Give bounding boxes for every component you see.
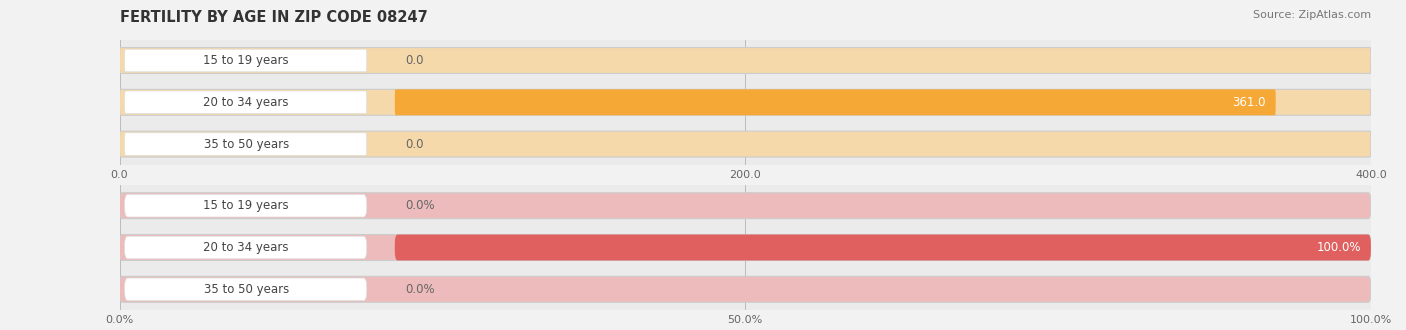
FancyBboxPatch shape (395, 235, 1371, 260)
FancyBboxPatch shape (125, 49, 367, 72)
Text: 35 to 50 years: 35 to 50 years (204, 283, 288, 296)
Text: 100.0%: 100.0% (1316, 241, 1361, 254)
FancyBboxPatch shape (120, 276, 1371, 302)
Text: 15 to 19 years: 15 to 19 years (204, 54, 290, 67)
Text: 35 to 50 years: 35 to 50 years (204, 138, 288, 150)
FancyBboxPatch shape (125, 133, 367, 155)
Text: Source: ZipAtlas.com: Source: ZipAtlas.com (1253, 10, 1371, 20)
Text: 20 to 34 years: 20 to 34 years (204, 96, 288, 109)
FancyBboxPatch shape (395, 89, 1275, 115)
FancyBboxPatch shape (120, 235, 1371, 260)
Text: 15 to 19 years: 15 to 19 years (204, 199, 290, 212)
FancyBboxPatch shape (120, 131, 1371, 157)
Text: 0.0: 0.0 (405, 138, 423, 150)
FancyBboxPatch shape (120, 193, 1371, 219)
FancyBboxPatch shape (125, 236, 367, 259)
FancyBboxPatch shape (120, 48, 1371, 74)
Text: 20 to 34 years: 20 to 34 years (204, 241, 288, 254)
Text: 0.0%: 0.0% (405, 199, 434, 212)
FancyBboxPatch shape (125, 91, 367, 114)
Text: 0.0: 0.0 (405, 54, 423, 67)
Text: FERTILITY BY AGE IN ZIP CODE 08247: FERTILITY BY AGE IN ZIP CODE 08247 (120, 10, 427, 25)
FancyBboxPatch shape (125, 278, 367, 301)
FancyBboxPatch shape (125, 194, 367, 217)
Text: 361.0: 361.0 (1232, 96, 1265, 109)
FancyBboxPatch shape (120, 89, 1371, 115)
Text: 0.0%: 0.0% (405, 283, 434, 296)
